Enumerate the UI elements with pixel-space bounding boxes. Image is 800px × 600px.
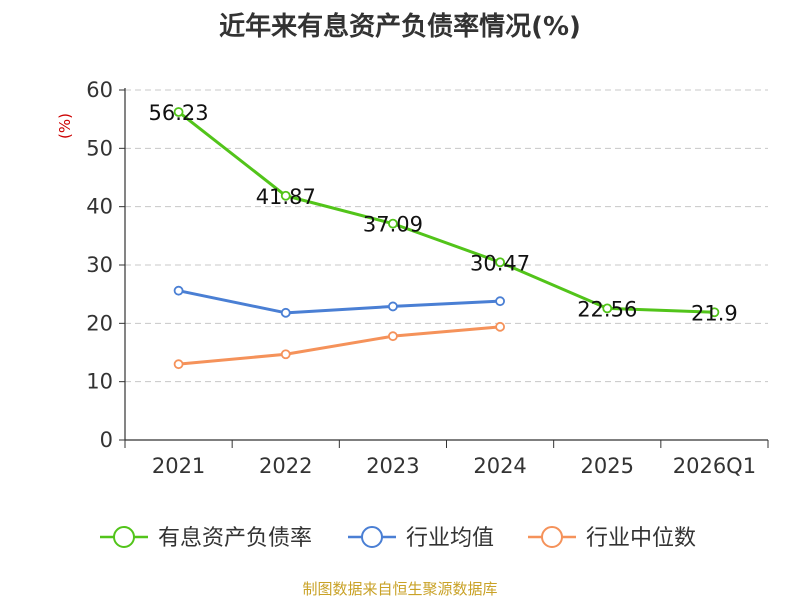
y-axis-label: (%) — [56, 113, 74, 139]
x-tick-label: 2021 — [152, 454, 205, 478]
legend-item-1: 行业均值 — [348, 526, 494, 551]
data-point — [280, 307, 291, 318]
series-line-1 — [178, 289, 501, 315]
legend-label: 行业中位数 — [586, 526, 696, 551]
series-line-2 — [178, 325, 501, 366]
legend-marker — [541, 526, 563, 548]
series-lines — [173, 107, 720, 370]
x-tick-label: 2026Q1 — [673, 454, 756, 478]
y-tick-label: 10 — [86, 370, 113, 394]
grid-lines — [125, 89, 768, 383]
y-tick-label: 60 — [86, 78, 113, 102]
legend-marker — [361, 526, 383, 548]
data-point — [280, 190, 291, 201]
data-point — [173, 107, 184, 117]
data-label: 41.87 — [256, 185, 316, 209]
x-tick-label: 2025 — [581, 454, 634, 478]
data-point — [495, 296, 505, 307]
data-point — [388, 301, 398, 312]
data-labels: 56.23 41.87 37.09 30.47 22.56 21.9 — [149, 101, 738, 325]
data-label: 30.47 — [470, 251, 530, 275]
series-line-0 — [177, 110, 715, 314]
data-point — [709, 307, 720, 318]
legend-label: 行业均值 — [406, 526, 494, 551]
data-point — [280, 349, 291, 360]
x-tick-label: 2022 — [259, 454, 312, 478]
y-tick-label: 40 — [86, 195, 113, 219]
data-label: 22.56 — [577, 297, 637, 321]
source-note: 制图数据来自恒生聚源数据库 — [302, 580, 498, 598]
legend-marker — [113, 526, 135, 548]
data-point — [173, 285, 184, 296]
legend-label: 有息资产负债率 — [158, 526, 312, 551]
y-tick-label: 20 — [86, 311, 113, 335]
data-point — [495, 257, 505, 268]
legend-item-0: 有息资产负债率 — [100, 526, 312, 551]
y-tick-label: 30 — [86, 253, 113, 277]
data-label: 37.09 — [363, 213, 423, 237]
data-point — [495, 321, 505, 332]
axes: 0 10 20 30 40 50 60 (%) 2021 2022 2023 2024 2025 2026… — [56, 78, 769, 478]
x-tick-label: 2024 — [473, 454, 526, 478]
data-point — [602, 303, 613, 314]
chart-title: 近年来有息资产负债率情况(%) — [219, 12, 581, 42]
y-tick-label: 0 — [100, 428, 113, 452]
data-point — [388, 331, 398, 342]
legend: 有息资产负债率 行业均值 行业中位数 — [100, 526, 696, 551]
data-point — [173, 359, 184, 370]
y-tick-label: 50 — [86, 136, 113, 160]
legend-item-2: 行业中位数 — [528, 526, 696, 551]
x-tick-label: 2023 — [366, 454, 419, 478]
data-label: 21.9 — [691, 301, 738, 325]
data-point — [388, 218, 398, 229]
data-label: 56.23 — [149, 101, 209, 125]
